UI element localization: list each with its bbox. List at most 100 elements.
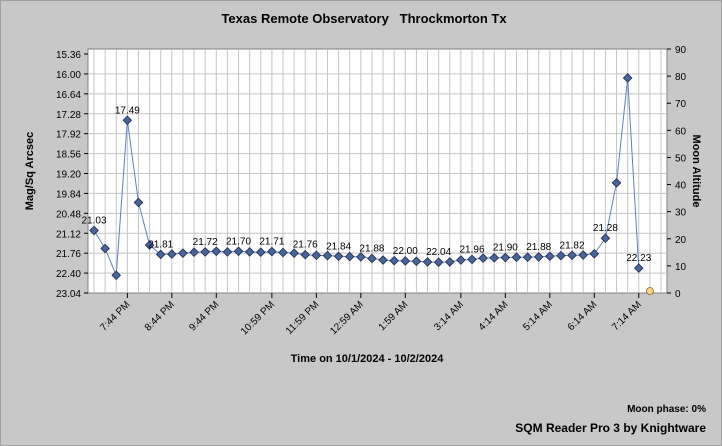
- sqm-data-point: [333, 251, 344, 262]
- sqm-data-point: [189, 247, 199, 258]
- data-labels: 21.03 17.49 21.81 21.72 21.70 21.71 21.76 21.84…: [81, 105, 651, 264]
- sqm-data-label: 21.76: [293, 240, 318, 251]
- y2-tick-label: 0: [675, 289, 681, 300]
- y-tick-label: 19.20: [56, 170, 81, 181]
- y-tick-label: 23.04: [56, 289, 81, 300]
- y2-tick-label: 40: [675, 181, 687, 192]
- sqm-data-point: [533, 252, 544, 262]
- sqm-data-point: [545, 251, 555, 262]
- sqm-data-point: [422, 257, 433, 267]
- y2-tick-label: 90: [675, 45, 687, 56]
- sqm-data-label: 21.81: [148, 239, 173, 250]
- sqm-data-point: [200, 247, 210, 257]
- y-axis-title: Mag/Sq Arcsec: [24, 132, 36, 210]
- sqm-data-point: [100, 243, 110, 254]
- sqm-data-point: [633, 263, 644, 273]
- sqm-data-label: 21.71: [259, 237, 284, 248]
- sqm-data-point: [589, 248, 600, 259]
- sqm-data-point: [456, 255, 466, 265]
- sqm-data-point: [400, 256, 411, 266]
- sqm-data-point: [255, 247, 266, 258]
- sqm-data-point: [244, 247, 255, 257]
- sqm-data-point: [489, 253, 500, 263]
- sqm-data-point: [300, 249, 311, 260]
- sqm-data-point: [389, 255, 399, 266]
- y2-tick-label: 30: [675, 208, 687, 219]
- sqm-data-label: 21.84: [326, 241, 351, 252]
- sqm-data-point: [522, 252, 533, 263]
- sqm-data-point: [500, 252, 511, 263]
- sqm-data-label: 17.49: [115, 105, 140, 116]
- credit-text: SQM Reader Pro 3 by Knightware: [515, 421, 706, 435]
- y2-tick-label: 20: [675, 235, 687, 246]
- sqm-data-point: [411, 256, 422, 267]
- sqm-data-point: [122, 115, 133, 126]
- sqm-data-point: [356, 252, 366, 262]
- sqm-data-point: [344, 251, 355, 262]
- y-tick-label: 18.56: [56, 150, 81, 161]
- y-tick-label: 22.40: [56, 269, 81, 280]
- sqm-data-point: [155, 249, 166, 260]
- sqm-data-label: 21.82: [560, 240, 585, 251]
- sqm-data-point: [111, 270, 122, 281]
- sqm-data-point: [167, 249, 177, 259]
- sqm-data-point: [556, 250, 566, 261]
- sqm-data-label: 22.23: [626, 253, 651, 264]
- y-tick-label: 20.48: [56, 209, 81, 220]
- x-axis-title: Time on 10/1/2024 - 10/2/2024: [291, 353, 445, 365]
- y2-tick-label: 70: [675, 99, 687, 110]
- sqm-data-label: 21.90: [493, 243, 518, 254]
- sqm-data-point: [144, 240, 155, 250]
- y2-tick-label: 50: [675, 153, 687, 164]
- moon-phase-text: Moon phase: 0%: [627, 404, 706, 415]
- sqm-data-point: [567, 250, 577, 261]
- sqm-data-point: [311, 250, 322, 261]
- sqm-data-label: 21.72: [193, 237, 218, 248]
- moon-altitude-point: [645, 287, 654, 295]
- sqm-data-point: [233, 246, 244, 257]
- sqm-data-point: [222, 247, 233, 257]
- sqm-data-point: [211, 246, 222, 257]
- sqm-data-point: [600, 233, 611, 244]
- sqm-data-point: [289, 248, 299, 258]
- sqm-data-point: [478, 253, 488, 263]
- sqm-data-point: [278, 247, 288, 258]
- sqm-data-label: 22.00: [393, 246, 418, 257]
- sqm-data-point: [267, 246, 277, 257]
- sqm-data-label: 21.88: [359, 243, 384, 254]
- sqm-data-label: 21.03: [81, 215, 106, 226]
- y2-axis-title: Moon Altitude: [690, 135, 702, 208]
- y-tick-label: 21.76: [56, 249, 81, 260]
- sqm-data-label: 22.04: [426, 247, 451, 258]
- sqm-data-point: [611, 178, 622, 188]
- y-tick-label: 15.36: [56, 50, 81, 61]
- sqm-data-point: [322, 250, 333, 261]
- sqm-data-label: 21.96: [459, 244, 484, 255]
- y-tick-label: 19.84: [56, 189, 81, 200]
- sqm-data-point: [89, 225, 99, 236]
- y-tick-label: 16.64: [56, 90, 81, 101]
- sqm-data-label: 21.28: [593, 223, 618, 234]
- y-tick-label: 16.00: [56, 70, 81, 81]
- sqm-data-label: 21.88: [526, 242, 551, 253]
- sqm-data-label: 21.70: [226, 236, 251, 247]
- grid: [88, 49, 667, 293]
- sqm-data-point: [444, 257, 455, 267]
- sqm-data-point: [178, 248, 188, 258]
- series: [89, 73, 654, 295]
- y2-tick-label: 80: [675, 72, 687, 83]
- y-tick-label: 17.92: [56, 130, 81, 141]
- sqm-data-point: [511, 252, 522, 263]
- sqm-data-point: [467, 254, 477, 265]
- sqm-data-point: [433, 257, 444, 267]
- y-tick-label: 21.12: [56, 229, 81, 240]
- sqm-data-point: [367, 253, 377, 264]
- chart-title: Texas Remote Observatory Throckmorton Tx: [221, 11, 507, 26]
- sqm-data-point: [578, 250, 588, 260]
- sqm-data-point: [133, 197, 144, 208]
- y2-tick-label: 60: [675, 126, 687, 137]
- y2-tick-label: 10: [675, 262, 687, 273]
- sqm-data-point: [622, 73, 633, 83]
